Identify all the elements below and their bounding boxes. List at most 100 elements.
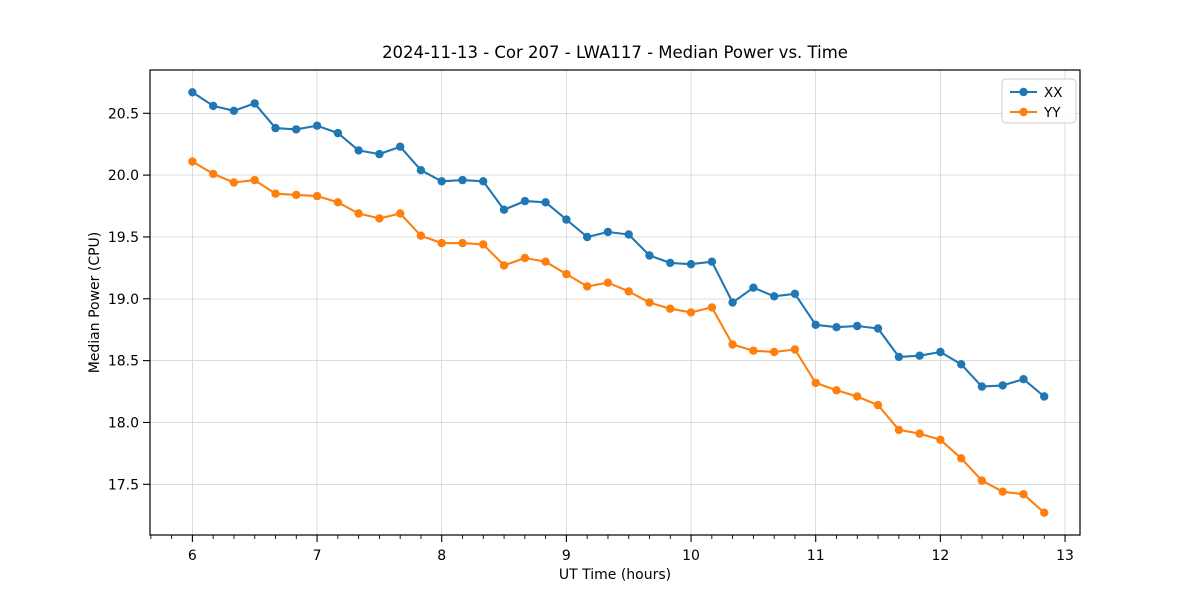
x-tick-label: 7 — [313, 548, 322, 564]
series-yy — [188, 157, 1049, 517]
data-point — [832, 323, 841, 332]
data-point — [479, 177, 488, 186]
data-point — [541, 198, 550, 207]
data-point — [1019, 375, 1028, 384]
data-point — [333, 198, 343, 207]
data-point — [209, 101, 218, 111]
data-point — [416, 166, 426, 175]
y-tick-label: 18.0 — [108, 415, 139, 431]
data-point — [583, 282, 592, 291]
data-point — [998, 381, 1007, 390]
data-point — [312, 121, 322, 130]
data-point — [562, 215, 571, 224]
data-point — [250, 99, 259, 108]
data-point — [583, 232, 592, 242]
data-point — [188, 157, 197, 166]
data-point — [458, 238, 467, 248]
data-point — [499, 205, 509, 214]
data-point — [686, 260, 696, 269]
data-point — [915, 351, 924, 360]
series-xx — [188, 88, 1049, 401]
data-point — [749, 346, 758, 355]
y-tick-label: 19.0 — [108, 292, 139, 308]
data-point — [354, 146, 363, 155]
gridlines — [150, 70, 1080, 535]
data-point — [479, 240, 488, 249]
data-point — [811, 320, 820, 329]
data-point — [396, 209, 405, 218]
data-point — [645, 251, 654, 260]
data-point — [936, 435, 945, 444]
data-point — [271, 123, 280, 133]
data-point — [1040, 392, 1049, 401]
data-point — [811, 378, 820, 388]
data-point — [229, 106, 239, 116]
data-point — [645, 298, 654, 307]
data-point — [770, 347, 779, 357]
legend-item-yy: YY — [1010, 105, 1061, 121]
data-point — [416, 231, 426, 240]
data-point — [292, 190, 301, 200]
data-point — [209, 169, 218, 179]
data-point — [375, 149, 384, 159]
legend-marker-sample — [1019, 107, 1028, 117]
x-axis-label: UT Time (hours) — [559, 567, 671, 583]
data-point — [624, 287, 633, 296]
data-point — [728, 298, 737, 307]
data-point — [873, 400, 883, 410]
data-point — [458, 175, 467, 185]
spines — [149, 69, 1081, 536]
legend: XX YY — [1001, 78, 1077, 124]
x-tick-label: 12 — [931, 548, 949, 564]
data-point — [873, 324, 883, 333]
data-point — [853, 321, 862, 331]
data-point — [292, 125, 301, 134]
data-point — [250, 175, 259, 185]
data-point — [790, 345, 800, 354]
x-tick-label: 9 — [562, 548, 571, 564]
data-point — [437, 238, 446, 248]
legend-marker-sample — [1019, 87, 1028, 97]
x-tick-label: 13 — [1056, 548, 1074, 564]
data-point — [271, 189, 280, 198]
data-point — [333, 128, 343, 138]
data-point — [603, 278, 613, 287]
data-point — [520, 196, 530, 206]
data-point — [499, 261, 509, 270]
legend-item-xx: XX — [1010, 85, 1063, 101]
data-point — [603, 227, 613, 237]
data-point — [770, 292, 779, 301]
data-point — [977, 382, 987, 391]
y-tick-label: 20.0 — [108, 168, 139, 184]
y-tick-label: 17.5 — [108, 477, 139, 493]
x-tick-label: 11 — [807, 548, 825, 564]
data-point — [894, 425, 904, 435]
series-line — [191, 160, 1046, 514]
data-point — [666, 258, 675, 268]
x-tick-label: 6 — [188, 548, 197, 564]
x-tick-labels: 6 7 8 9 10 11 12 13 — [188, 548, 1074, 564]
y-tick-label: 18.5 — [108, 354, 139, 370]
data-point — [375, 214, 384, 223]
data-point — [541, 257, 550, 266]
data-point — [312, 191, 322, 201]
data-point — [998, 487, 1007, 496]
data-point — [666, 304, 675, 313]
x-tick-label: 8 — [437, 548, 446, 564]
plot-content: 6 7 8 9 10 11 12 13 17.5 18.0 18.5 19.0 19.5 20.0 20.5… — [108, 69, 1081, 564]
data-point — [957, 360, 966, 369]
data-point — [915, 429, 924, 438]
legend-label: YY — [1043, 105, 1061, 121]
ticks — [143, 112, 1066, 542]
data-point — [790, 289, 800, 298]
data-point — [707, 257, 717, 266]
data-point — [749, 283, 758, 292]
data-point — [894, 352, 904, 362]
data-point — [562, 269, 571, 279]
data-point — [686, 308, 696, 317]
data-point — [229, 178, 239, 187]
data-point — [188, 88, 197, 97]
data-point — [1019, 490, 1028, 499]
